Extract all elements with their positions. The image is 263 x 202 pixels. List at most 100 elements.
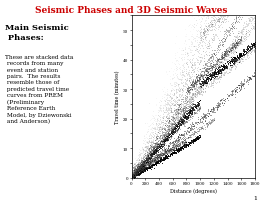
Point (188, 97, 192, 101)
Point (213, 70, 217, 73)
Point (203, 117, 208, 120)
Point (146, 161, 150, 164)
Point (173, 103, 177, 106)
Point (206, 61, 210, 64)
Point (224, 33, 228, 36)
Point (229, 46, 233, 49)
Point (242, 35, 247, 38)
Point (151, 148, 155, 151)
Point (201, 57, 206, 61)
Point (211, 63, 215, 66)
Point (216, 64, 220, 67)
Point (148, 159, 152, 163)
Point (136, 165, 141, 168)
Point (205, 76, 210, 79)
Point (144, 163, 149, 166)
Point (163, 134, 167, 137)
Point (241, 58, 245, 62)
Point (192, 82, 196, 85)
Point (248, 50, 252, 54)
Point (148, 147, 152, 150)
Point (166, 144, 170, 147)
Point (141, 162, 145, 165)
Point (174, 140, 178, 143)
Point (169, 97, 173, 101)
Point (222, 17, 226, 21)
Point (140, 165, 144, 168)
Point (197, 90, 201, 93)
Point (236, 59, 240, 62)
Point (142, 158, 146, 162)
Point (225, 50, 229, 53)
Point (141, 161, 145, 164)
Point (171, 128, 175, 132)
Point (165, 119, 169, 123)
Point (170, 122, 175, 125)
Point (232, 61, 237, 64)
Point (201, 76, 205, 79)
Point (174, 138, 178, 142)
Point (181, 120, 185, 123)
Point (179, 105, 183, 109)
Point (169, 131, 173, 134)
Point (182, 62, 186, 66)
Point (176, 122, 180, 125)
Point (149, 160, 153, 164)
Point (193, 139, 197, 142)
Point (142, 158, 146, 162)
Point (149, 159, 153, 162)
Point (194, 45, 198, 49)
Point (169, 123, 174, 126)
Point (182, 105, 186, 108)
Point (147, 157, 151, 160)
Point (138, 163, 142, 166)
Point (167, 128, 171, 132)
Point (154, 154, 159, 157)
Point (149, 158, 153, 161)
Point (211, 80, 215, 84)
Point (205, 76, 209, 79)
Point (204, 79, 208, 82)
Point (199, 19, 204, 22)
Point (203, 69, 207, 73)
Point (160, 148, 164, 151)
Point (135, 176, 139, 179)
Point (177, 123, 181, 126)
Point (198, 61, 202, 64)
Point (217, 57, 221, 60)
Point (155, 154, 159, 158)
Point (136, 166, 141, 169)
Point (223, 52, 227, 55)
Point (250, 25, 254, 28)
Point (235, 56, 239, 59)
Point (169, 148, 174, 152)
Point (189, 94, 194, 97)
Point (174, 123, 179, 126)
Point (230, 64, 234, 67)
Point (141, 150, 145, 153)
Point (191, 83, 195, 86)
Point (178, 143, 182, 147)
Point (132, 163, 136, 166)
Point (233, 56, 237, 59)
Point (246, 52, 250, 56)
Point (172, 149, 176, 153)
Point (165, 102, 169, 105)
Point (130, 175, 135, 179)
Point (179, 122, 183, 125)
Point (181, 109, 185, 112)
Point (154, 141, 158, 144)
Point (216, 69, 221, 72)
Point (181, 84, 185, 87)
Point (247, 77, 251, 80)
Point (145, 167, 149, 170)
Point (141, 167, 145, 170)
Point (154, 136, 158, 139)
Point (170, 131, 175, 134)
Point (140, 163, 145, 167)
Point (198, 31, 202, 34)
Point (163, 105, 167, 108)
Point (165, 149, 169, 152)
Point (220, 26, 224, 29)
Point (233, 57, 237, 60)
